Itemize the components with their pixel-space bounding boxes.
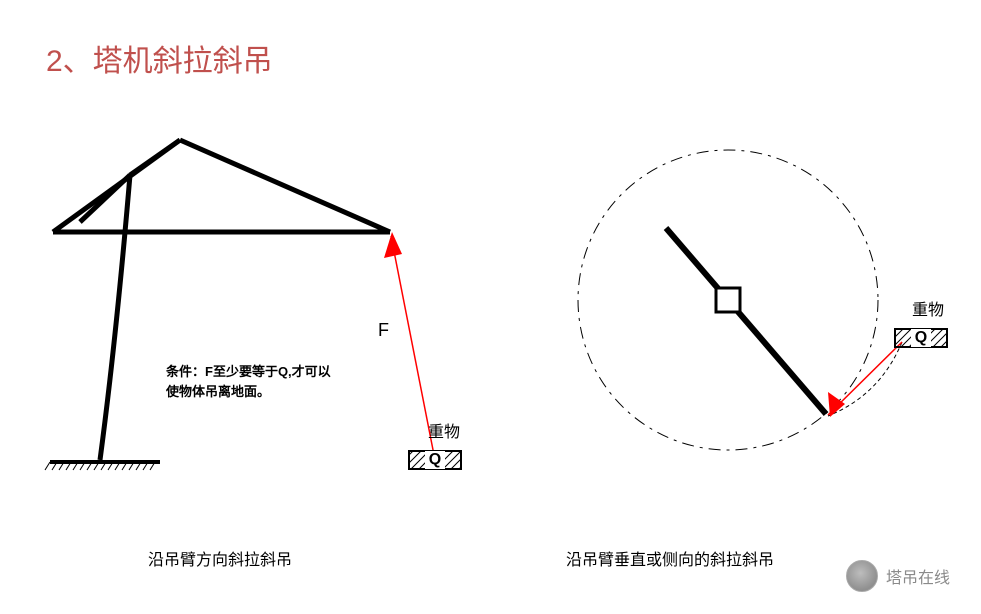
caption-right: 沿吊臂垂直或侧向的斜拉斜吊 bbox=[566, 546, 774, 570]
crane-tower bbox=[100, 175, 130, 460]
crane-frontstay bbox=[180, 140, 390, 232]
condition-text: 条件：F至少要等于Q,才可以使物体吊离地面。 bbox=[166, 362, 331, 401]
page-title: 2、塔机斜拉斜吊 bbox=[46, 36, 273, 80]
watermark-logo-icon bbox=[846, 560, 878, 592]
jib-line-right bbox=[666, 228, 826, 414]
force-arrowhead-left bbox=[384, 232, 402, 258]
right-topview-diagram bbox=[578, 150, 948, 450]
watermark-text: 塔吊在线 bbox=[886, 564, 950, 588]
q-label-left: Q bbox=[425, 451, 445, 469]
force-label: F bbox=[378, 320, 389, 341]
load-box-right: Q bbox=[894, 328, 948, 348]
q-label-right: Q bbox=[911, 329, 931, 347]
crane-mast-cross bbox=[80, 175, 130, 222]
diagram-canvas bbox=[0, 0, 981, 614]
caption-left: 沿吊臂方向斜拉斜吊 bbox=[148, 546, 292, 570]
weight-label-left: 重物 bbox=[428, 418, 460, 442]
tower-center-box bbox=[716, 288, 740, 312]
force-arrowhead-right bbox=[828, 392, 845, 417]
load-box-left: Q bbox=[408, 450, 462, 470]
watermark: 塔吊在线 bbox=[846, 560, 950, 592]
weight-label-right: 重物 bbox=[912, 296, 944, 320]
left-crane-diagram bbox=[45, 140, 462, 470]
